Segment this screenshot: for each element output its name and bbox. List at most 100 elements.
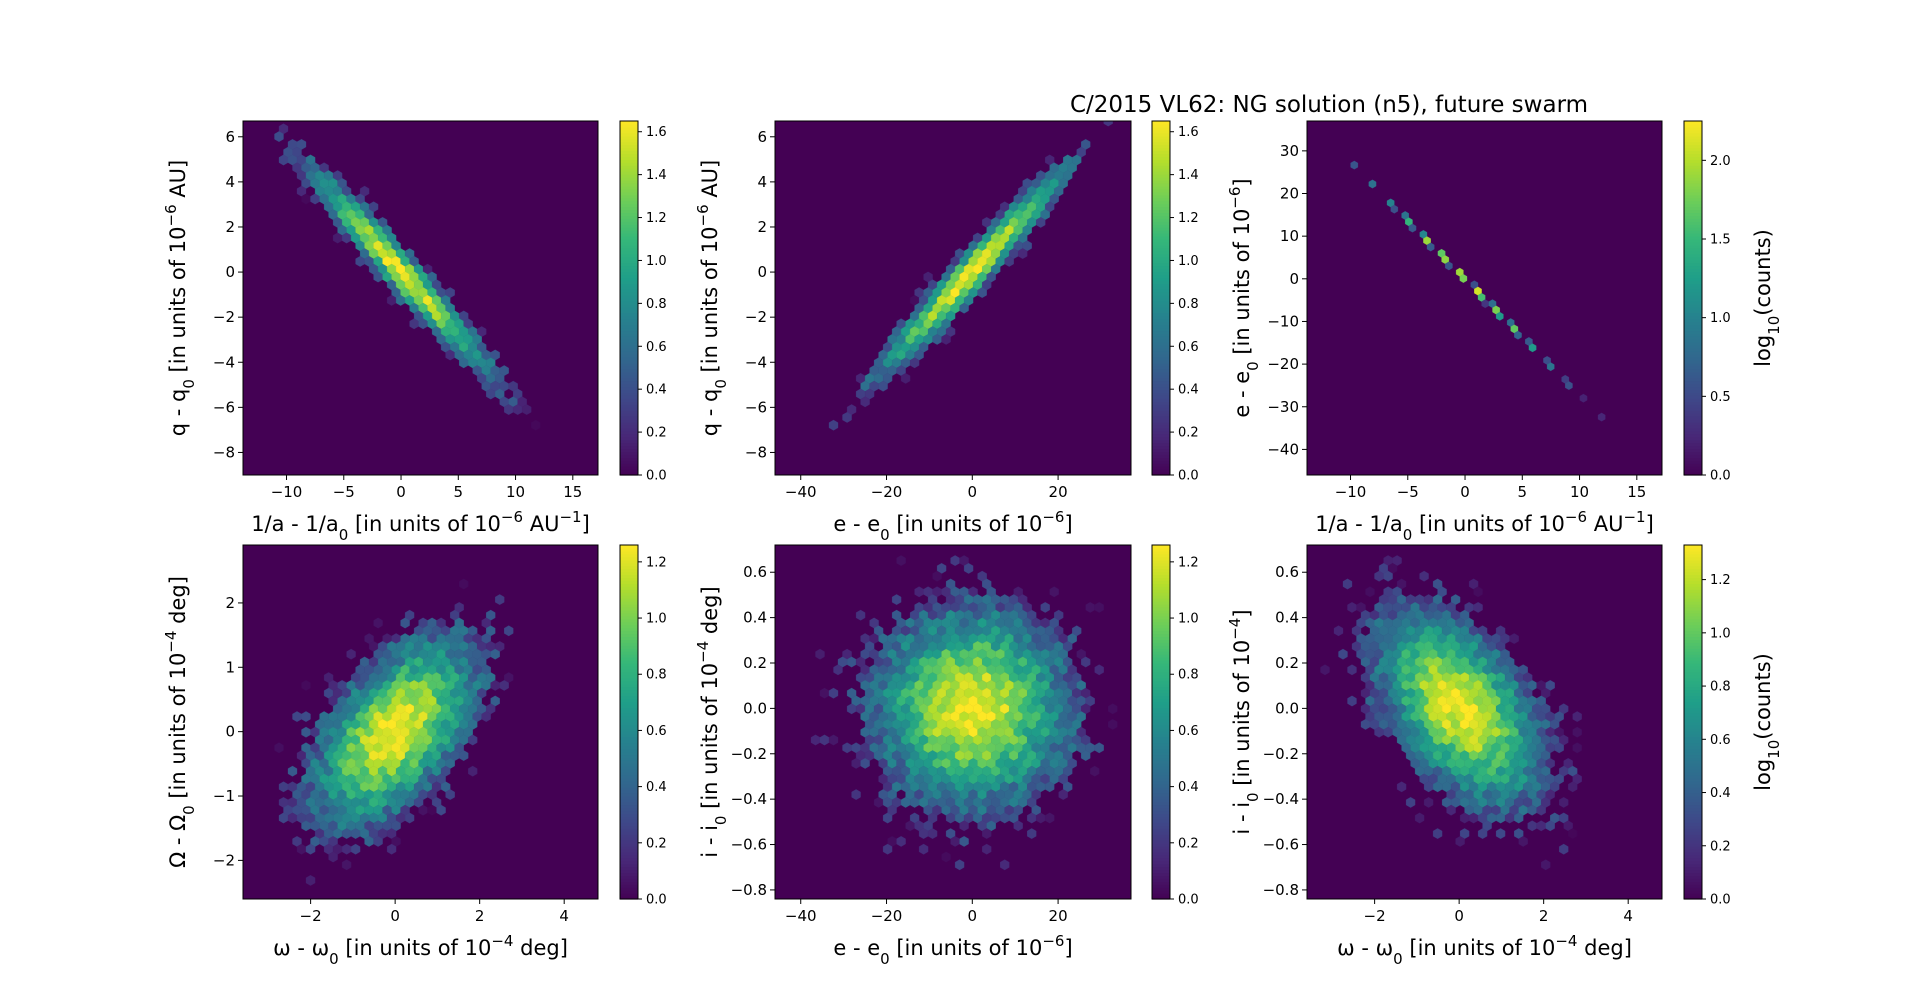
colorbar-step	[1684, 636, 1702, 640]
colorbar-step	[620, 371, 638, 376]
colorbar-step	[1152, 671, 1170, 676]
colorbar-step	[1152, 404, 1170, 408]
colorbar-tick-label: 0.4	[1178, 780, 1199, 795]
hex-bin	[1347, 695, 1357, 707]
y-tick-label: 6	[225, 128, 235, 146]
colorbar-tick-label: 0.2	[1710, 839, 1731, 854]
colorbar-step	[1152, 724, 1170, 729]
colorbar-step	[1152, 595, 1170, 599]
colorbar-step	[1684, 200, 1702, 205]
colorbar-step	[620, 754, 638, 758]
colorbar-step	[1152, 197, 1170, 202]
colorbar-step	[1152, 233, 1170, 237]
colorbar-step	[620, 671, 638, 676]
colorbar-step	[1684, 840, 1702, 844]
colorbar-step	[620, 778, 638, 782]
colorbar-step	[1684, 132, 1702, 137]
colorbar-step	[1152, 365, 1170, 370]
colorbar-step	[620, 138, 638, 143]
colorbar-step	[620, 825, 638, 829]
colorbar-step	[620, 427, 638, 432]
colorbar-tick-label: 0.6	[1710, 733, 1731, 748]
colorbar-tick-label: 0.2	[646, 836, 667, 851]
colorbar-tick-label: 1.2	[1178, 211, 1199, 226]
colorbar-step	[620, 224, 638, 228]
colorbar-step	[1684, 156, 1702, 160]
colorbar-step	[1152, 866, 1170, 871]
colorbar-step	[620, 624, 638, 629]
colorbar-step	[620, 416, 638, 420]
colorbar-step	[1152, 831, 1170, 835]
colorbar-step	[1684, 227, 1702, 231]
colorbar-step	[1684, 126, 1702, 131]
colorbar-step	[620, 648, 638, 652]
y-tick-label: −6	[213, 398, 235, 416]
colorbar-step	[1152, 825, 1170, 829]
colorbar-step	[1684, 209, 1702, 214]
colorbar-step	[620, 274, 638, 278]
hex-bin	[436, 804, 446, 816]
x-tick-label: −5	[333, 483, 355, 501]
y-tick-label: −4	[745, 353, 767, 371]
colorbar-step	[1684, 583, 1702, 587]
y-tick-label: 0.2	[1275, 654, 1299, 672]
colorbar-step	[620, 194, 638, 199]
hex-bin	[1338, 648, 1348, 660]
colorbar-tick-label: 1.0	[1710, 311, 1731, 326]
colorbar-step	[1684, 828, 1702, 832]
colorbar-step	[1152, 556, 1170, 561]
colorbar-step	[620, 236, 638, 240]
colorbar-step	[1684, 445, 1702, 450]
colorbar-step	[620, 568, 638, 573]
colorbar-step	[620, 348, 638, 352]
colorbar-step	[1684, 745, 1702, 750]
colorbar-step	[1684, 436, 1702, 441]
colorbar-step	[1152, 150, 1170, 155]
colorbar-tick-label: 1.6	[646, 125, 667, 140]
hex-bin	[1426, 242, 1435, 252]
colorbar-step	[620, 404, 638, 408]
colorbar-step	[620, 233, 638, 237]
y-tick-label: −0.2	[731, 745, 767, 763]
colorbar-step	[620, 854, 638, 859]
colorbar-step	[1152, 141, 1170, 146]
hex-bin	[1408, 223, 1417, 233]
colorbar-tick-label: 0.2	[1178, 836, 1199, 851]
hex-bin	[1045, 781, 1055, 793]
colorbar-step	[1152, 580, 1170, 584]
hex-bin	[1432, 828, 1443, 839]
hex-bin	[404, 812, 415, 824]
colorbar-step	[1152, 698, 1170, 702]
y-tick-label: −6	[745, 398, 767, 416]
x-axis-label: e - e0 [in units of 10−6]	[833, 508, 1072, 544]
colorbar-step	[620, 380, 638, 385]
colorbar-step	[620, 357, 638, 361]
hex-bin	[1414, 812, 1425, 824]
hex-bin	[941, 334, 951, 345]
colorbar-step	[1152, 188, 1170, 193]
x-tick-label: 2	[1539, 907, 1549, 925]
colorbar-step	[620, 182, 638, 187]
colorbar-step	[1684, 565, 1702, 570]
colorbar-step	[1152, 660, 1170, 664]
colorbar-step	[620, 807, 638, 812]
colorbar-step	[1152, 298, 1170, 302]
hex-bin	[274, 131, 284, 142]
colorbar-frame	[1151, 120, 1171, 476]
colorbar-step	[1684, 701, 1702, 705]
colorbar-step	[1684, 713, 1702, 717]
colorbar-step	[1152, 736, 1170, 741]
colorbar-step	[620, 454, 638, 458]
hex-bin	[1390, 204, 1399, 214]
colorbar-step	[620, 354, 638, 358]
colorbar-step	[620, 277, 638, 281]
colorbar-step	[1152, 719, 1170, 723]
hex-bin	[1568, 828, 1578, 839]
hex-bin	[1368, 179, 1377, 189]
colorbar-step	[1684, 615, 1702, 620]
colorbar-step	[620, 135, 638, 140]
colorbar-step	[620, 884, 638, 888]
colorbar-step	[1684, 259, 1702, 264]
hex-bin	[878, 380, 888, 392]
colorbar-step	[1684, 404, 1702, 408]
